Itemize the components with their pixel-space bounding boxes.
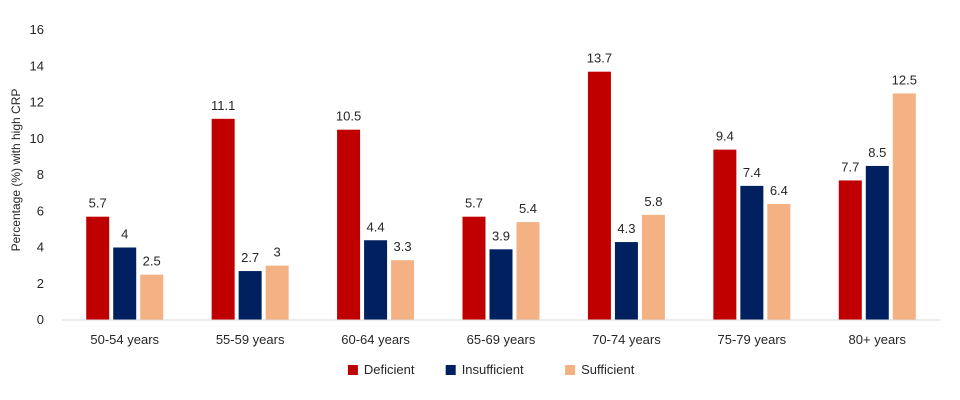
bar-insufficient (740, 185, 764, 320)
data-label: 5.4 (519, 201, 537, 216)
data-label: 9.4 (716, 129, 734, 144)
bar-sufficient (892, 93, 916, 320)
bar-insufficient (238, 271, 262, 320)
x-axis-categories: 50-54 years 55-59 years 60-64 years 65-69 y… (90, 332, 906, 347)
data-label: 4 (121, 227, 128, 242)
data-label: 4.3 (617, 221, 635, 236)
bar-insufficient (489, 249, 513, 320)
legend-swatch-deficient (347, 365, 358, 375)
bar-insufficient (364, 240, 388, 320)
bar-sufficient (140, 274, 164, 320)
bar-deficient (462, 216, 486, 320)
bar-insufficient (614, 242, 638, 320)
bar-sufficient (767, 204, 791, 320)
data-label: 7.4 (743, 165, 761, 180)
bar-sufficient (265, 265, 289, 320)
data-label: 7.7 (841, 159, 859, 174)
y-axis-ticks: 0 2 4 6 8 10 12 14 16 (30, 22, 44, 327)
bar-deficient (713, 149, 737, 320)
data-label: 13.7 (587, 51, 612, 66)
bar-sufficient (516, 222, 540, 320)
bar-deficient (211, 118, 235, 320)
y-tick-label: 4 (37, 240, 44, 255)
data-label: 2.5 (143, 254, 161, 269)
bar-deficient (838, 180, 862, 320)
data-label: 5.8 (644, 194, 662, 209)
x-category-label: 70-74 years (592, 332, 661, 347)
bar-deficient (86, 216, 110, 320)
data-label: 6.4 (770, 183, 788, 198)
data-label: 4.4 (367, 219, 385, 234)
bar-insufficient (865, 165, 889, 320)
bar-sufficient (641, 214, 665, 320)
legend-swatch-sufficient (565, 365, 576, 375)
bar-sufficient (391, 260, 415, 320)
data-labels: 5.7 4 2.5 11.1 2.7 3 10.5 4.4 3.3 5.7 3.9 5.4 13.7 4.… (89, 51, 917, 269)
y-tick-label: 16 (30, 22, 44, 37)
bar-deficient (337, 129, 361, 320)
data-label: 3.9 (492, 228, 510, 243)
x-category-label: 75-79 years (718, 332, 787, 347)
x-category-label: 80+ years (849, 332, 907, 347)
bars (86, 71, 916, 320)
legend-swatch-insufficient (445, 365, 456, 375)
legend-label-deficient: Deficient (364, 362, 415, 377)
legend-label-sufficient: Sufficient (581, 362, 635, 377)
y-tick-label: 12 (30, 95, 44, 110)
bar-deficient (587, 71, 611, 320)
data-label: 8.5 (868, 145, 886, 160)
y-tick-label: 2 (37, 276, 44, 291)
x-category-label: 60-64 years (341, 332, 410, 347)
data-label: 3 (274, 245, 281, 260)
y-axis-label: Percentage (%) with high CRP (9, 89, 23, 252)
y-tick-label: 10 (30, 131, 44, 146)
y-tick-label: 14 (30, 58, 44, 73)
data-label: 11.1 (211, 98, 235, 113)
data-label: 12.5 (892, 72, 917, 87)
x-category-label: 55-59 years (216, 332, 285, 347)
bar-insufficient (113, 247, 137, 320)
y-tick-label: 0 (37, 312, 44, 327)
x-category-label: 50-54 years (90, 332, 159, 347)
legend: Deficient Insufficient Sufficient (347, 362, 635, 377)
data-label: 3.3 (394, 239, 412, 254)
data-label: 10.5 (336, 109, 361, 124)
x-category-label: 65-69 years (467, 332, 536, 347)
y-tick-label: 8 (37, 167, 44, 182)
data-label: 5.7 (89, 196, 107, 211)
legend-label-insufficient: Insufficient (462, 362, 524, 377)
y-tick-label: 6 (37, 203, 44, 218)
data-label: 2.7 (241, 250, 259, 265)
data-label: 5.7 (465, 196, 483, 211)
